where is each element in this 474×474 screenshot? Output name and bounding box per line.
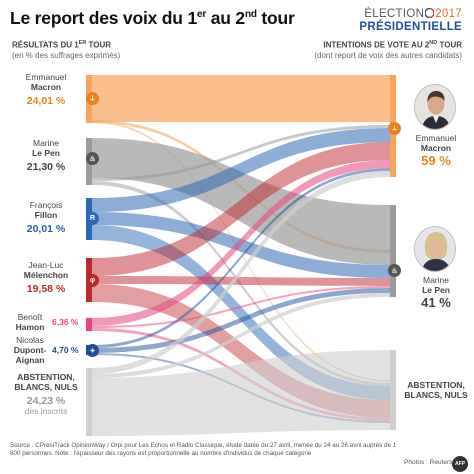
election-logo-icon bbox=[425, 8, 435, 18]
source-note: Source : CPrésiTrack OpinionWay / Orpi p… bbox=[10, 442, 397, 457]
flow-hamon-to-lepen bbox=[92, 286, 390, 328]
flow-abstention-to-abstention bbox=[92, 350, 390, 436]
flow-melenchon-to-abstention bbox=[92, 284, 390, 418]
flow-ribbons bbox=[92, 75, 390, 436]
candidate-hamon: Benoît Hamon 6,36 % bbox=[15, 312, 79, 332]
bar-abstention bbox=[86, 368, 92, 436]
flow-dupont-to-lepen bbox=[92, 288, 390, 353]
photo-credit: Photos : Reuters bbox=[404, 459, 453, 466]
second-round-macron: Emmanuel Macron 59 % bbox=[415, 133, 457, 168]
second-round-header: INTENTIONS DE VOTE AU 2ND TOUR (dont rep… bbox=[314, 40, 462, 60]
candidate-fillon: François Fillon 20,01 % bbox=[26, 200, 66, 235]
flow-fillon-to-abstention bbox=[92, 225, 390, 400]
candidate-dupont: Nicolas Dupont- Aignan 4,70 % bbox=[13, 335, 79, 365]
second-round-abstention: ABSTENTION, BLANCS, NULS bbox=[404, 380, 468, 400]
dlf-logo-icon: ✦ bbox=[86, 344, 99, 357]
bar-hamon bbox=[86, 318, 92, 331]
candidate-melenchon: Jean-Luc Mélenchon 19,58 % bbox=[23, 260, 69, 295]
macron-portrait bbox=[414, 84, 456, 130]
first-round-bars bbox=[86, 75, 92, 436]
flow-abstention-to-macron bbox=[92, 171, 390, 374]
flame-icon: ♨ bbox=[86, 152, 99, 165]
en-marche-icon: ⟂ bbox=[388, 122, 401, 135]
page-title: Le report des voix du 1er au 2nd tour bbox=[10, 8, 295, 28]
flow-fillon-to-macron bbox=[92, 128, 390, 212]
election-brand: ÉLECTION 2017 PRÉSIDENTIELLE bbox=[359, 8, 462, 33]
flow-lepen-to-macron bbox=[92, 125, 390, 181]
flame-icon: ♨ bbox=[388, 264, 401, 277]
en-marche-icon: ⟂ bbox=[86, 92, 99, 105]
flow-abstention-to-lepen bbox=[92, 293, 390, 378]
flow-melenchon-to-lepen bbox=[92, 276, 390, 286]
abstention-first-round: ABSTENTION, BLANCS, NULS 24,23 % des ins… bbox=[14, 372, 78, 416]
second-round-lepen: Marine Le Pen 41 % bbox=[421, 275, 451, 310]
candidate-macron: Emmanuel Macron 24,01 % bbox=[25, 72, 67, 107]
flow-macron-to-macron bbox=[92, 75, 390, 122]
bar-abstention2 bbox=[390, 350, 396, 430]
flow-hamon-to-macron bbox=[92, 160, 390, 326]
flow-dupont-to-macron bbox=[92, 168, 390, 348]
candidate-lepen: Marine Le Pen 21,30 % bbox=[26, 138, 66, 173]
lr-logo-icon: R bbox=[86, 212, 99, 225]
lepen-portrait bbox=[414, 226, 456, 272]
flow-melenchon-to-macron bbox=[92, 142, 390, 276]
first-round-header: RÉSULTATS DU 1ER TOUR (en % des suffrage… bbox=[12, 40, 121, 60]
afp-logo: AFP bbox=[452, 456, 468, 472]
bar-lepen2 bbox=[390, 205, 396, 297]
phi-icon: φ bbox=[86, 274, 99, 287]
